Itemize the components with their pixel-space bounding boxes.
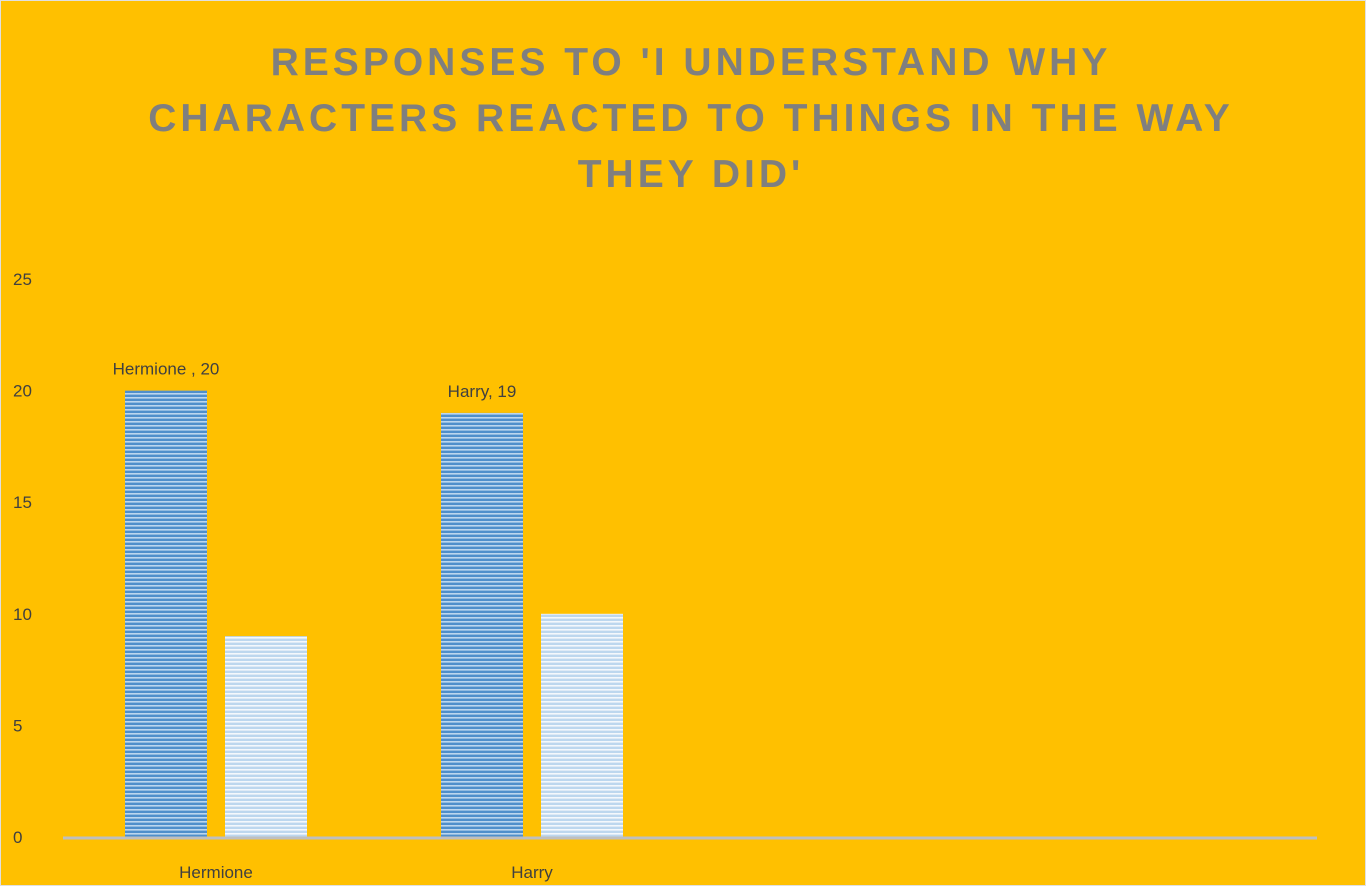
- y-tick-label: 20: [13, 382, 32, 401]
- y-tick-label: 10: [13, 605, 32, 624]
- data-label: Hermione , 20: [113, 360, 220, 379]
- data-label: Harry, 19: [448, 382, 517, 401]
- bar-harry-series-2: [541, 613, 623, 837]
- y-tick-label: 0: [13, 828, 22, 847]
- bar-hermione-series-1: [125, 390, 207, 837]
- bar-hermione-series-2: [225, 636, 307, 837]
- chart-title: RESPONSES TO 'I UNDERSTAND WHY CHARACTER…: [148, 41, 1234, 196]
- y-tick-label: 25: [13, 270, 32, 289]
- x-category-label: Harry: [511, 863, 553, 882]
- bar-harry-series-1: [441, 412, 523, 837]
- x-category-label: Hermione: [179, 863, 253, 882]
- y-tick-label: 15: [13, 493, 32, 512]
- y-tick-label: 5: [13, 716, 22, 735]
